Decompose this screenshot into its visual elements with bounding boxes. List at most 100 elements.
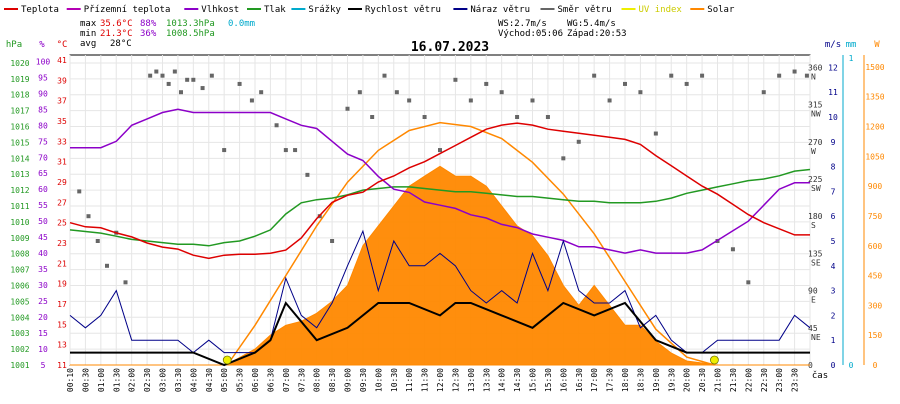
wind-direction-point (77, 189, 82, 194)
dir-tick-label: N (811, 72, 816, 81)
wind-direction-point (95, 239, 100, 243)
ms-tick-label: 6 (831, 212, 836, 221)
w-tick-label: 600 (868, 242, 883, 251)
time-tick-label: 15:00 (529, 368, 538, 392)
time-tick-label: 01:00 (97, 368, 106, 392)
axis-units: hPa % °C m/s mm W čas (6, 40, 880, 381)
humidity-line (70, 108, 810, 254)
legend-label: Náraz větru (470, 5, 530, 15)
time-tick-label: 13:30 (482, 368, 491, 392)
w-tick-label: 1500 (865, 63, 884, 72)
hpa-tick-label: 1010 (10, 218, 29, 227)
time-tick-label: 14:00 (498, 368, 507, 392)
w-tick-label: 750 (868, 212, 883, 221)
wind-direction-point (761, 90, 766, 95)
ms-tick-label: 4 (831, 262, 836, 271)
pct-tick-label: 55 (38, 201, 48, 210)
time-tick-label: 00:10 (66, 368, 75, 392)
wind-direction-point (283, 148, 288, 153)
hpa-tick-label: 1013 (10, 170, 29, 179)
time-tick-label: 10:00 (374, 368, 383, 392)
legend-label: Vlhkost (201, 5, 239, 15)
stats-hum-min: 36% (140, 29, 157, 39)
wind-direction-point (453, 77, 458, 82)
wind-direction-point (407, 98, 412, 103)
ms-tick-label: 5 (831, 237, 836, 246)
wind-direction-point (209, 73, 214, 78)
time-tick-label: 21:30 (729, 368, 738, 392)
wind-direction-point (746, 280, 751, 285)
chart-stats: max 35.6°C 88% 1013.3hPa 0.0mm min 21.3°… (80, 19, 627, 49)
time-tick-label: 20:30 (698, 368, 707, 392)
time-tick-label: 11:30 (421, 368, 430, 392)
pct-tick-label: 65 (38, 169, 48, 178)
time-tick-label: 10:30 (390, 368, 399, 392)
mm-tick-label: 0 (849, 361, 854, 370)
wind-direction-point (357, 90, 362, 95)
chart-title: 16.07.2023 (411, 40, 489, 55)
legend-label: Rychlost větru (365, 5, 441, 15)
time-tick-label: 18:30 (636, 368, 645, 392)
stats-rain: 0.0mm (228, 19, 255, 29)
hpa-tick-label: 1007 (10, 266, 29, 275)
dir-tick-label: SE (811, 258, 821, 267)
wind-direction-point (623, 81, 627, 86)
pct-tick-label: 50 (38, 217, 48, 226)
dir-tick-label: 225 (808, 175, 823, 184)
time-tick-label: 14:30 (513, 368, 522, 392)
temp-tick-label: 25 (57, 219, 67, 228)
wind-direction-point (394, 90, 399, 95)
temp-tick-label: 23 (57, 239, 67, 248)
wind-direction-point (777, 73, 782, 78)
wind-direction-point (576, 139, 581, 144)
w-tick-label: 450 (868, 272, 883, 281)
legend-label: Přízemní teplota (84, 5, 171, 15)
time-tick-label: 06:30 (266, 368, 275, 392)
hpa-tick-label: 1012 (10, 186, 29, 195)
wind-direction-point (166, 81, 171, 86)
wind-direction-point (730, 247, 735, 252)
wind-direction-point (607, 98, 612, 103)
time-tick-label: 04:00 (189, 368, 198, 392)
stats-temp-avg: 28°C (110, 39, 132, 49)
time-tick-label: 17:30 (606, 368, 615, 392)
hpa-axis-unit: hPa (6, 40, 22, 50)
wind-direction-point (638, 90, 643, 95)
dir-tick-label: 45 (808, 324, 818, 333)
dir-tick-label: 315 (808, 101, 823, 110)
wind-direction-point (484, 81, 489, 86)
legend-item: Solar (690, 5, 735, 15)
time-tick-label: 07:00 (282, 368, 291, 392)
legend-item: Směr větru (540, 5, 612, 15)
wind-direction-point (792, 69, 797, 74)
wind-direction-point (249, 98, 254, 103)
wind-direction-point (154, 69, 159, 74)
time-tick-label: 22:30 (760, 368, 769, 392)
hpa-tick-label: 1005 (10, 297, 29, 306)
wind-direction-point (123, 280, 128, 285)
stats-min-label: min (80, 29, 96, 39)
time-tick-label: 22:00 (744, 368, 753, 392)
wind-direction-point (274, 123, 279, 128)
legend-item: Náraz větru (453, 5, 530, 15)
time-tick-label: 08:00 (313, 368, 322, 392)
stats-sunset: Západ:20:53 (567, 29, 627, 39)
hpa-tick-label: 1014 (10, 154, 29, 163)
wind-direction-point (592, 73, 597, 78)
wind-direction-point (804, 73, 809, 78)
dir-tick-label: NE (811, 333, 821, 342)
stats-max-label: max (80, 19, 97, 29)
dir-tick-label: E (811, 296, 816, 305)
hpa-tick-label: 1002 (10, 345, 29, 354)
mm-tick-label: 1 (849, 54, 854, 63)
temp-tick-label: 13 (57, 341, 67, 350)
solar-area (70, 165, 810, 366)
wind-direction-point (653, 131, 658, 136)
wind-direction-point (545, 115, 550, 119)
time-tick-label: 12:00 (436, 368, 445, 392)
stats-press-min: 1008.5hPa (166, 29, 215, 39)
wind-direction-point (382, 73, 387, 78)
temp-tick-label: 41 (57, 56, 67, 65)
